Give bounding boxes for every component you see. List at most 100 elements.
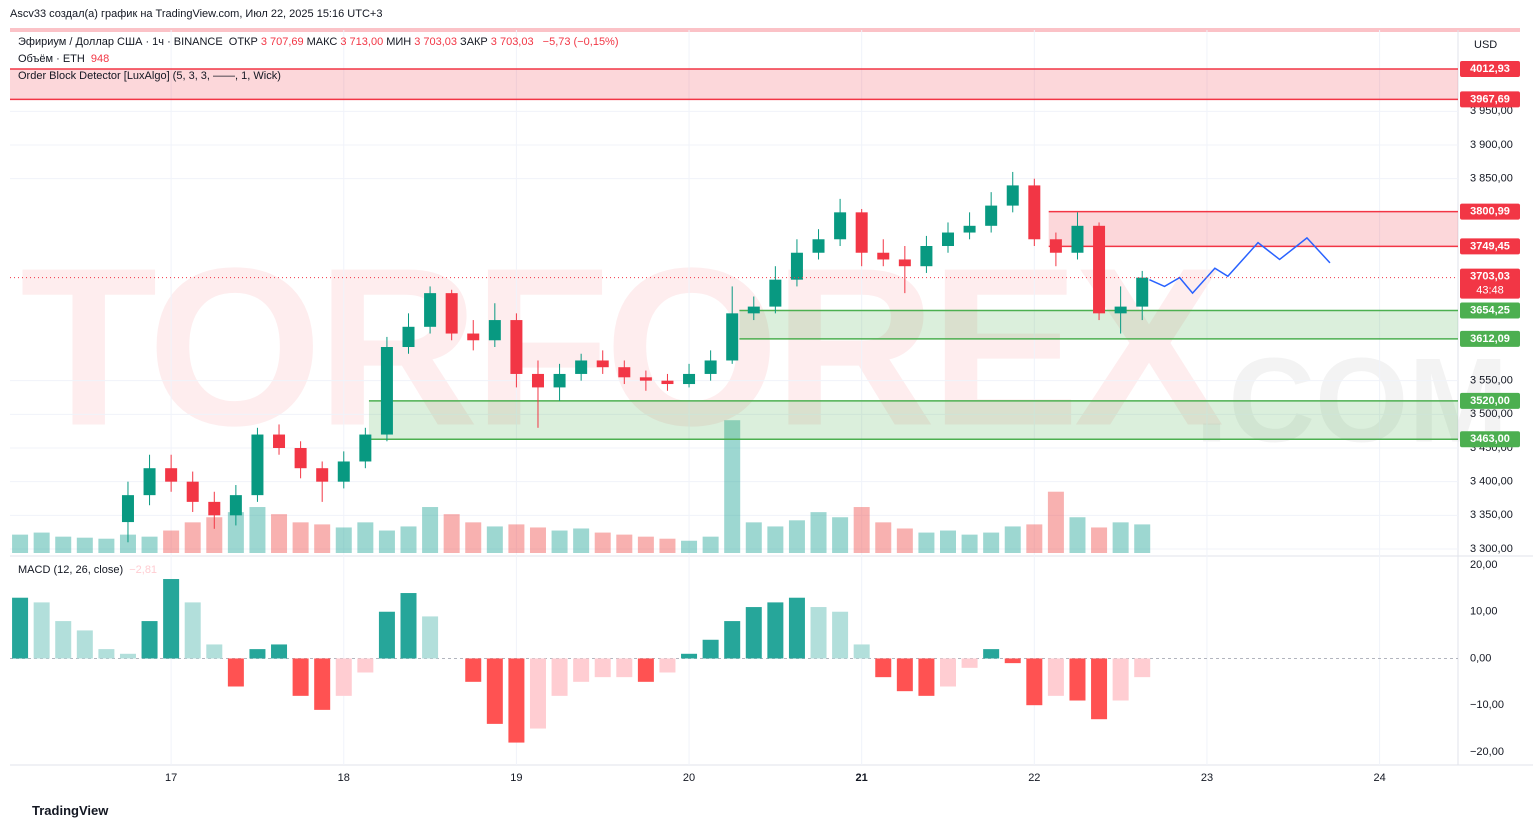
price-badge — [1460, 238, 1520, 255]
macd-bar — [249, 649, 266, 659]
candle-body — [488, 320, 501, 341]
ohlc-value: 3 703,03 — [414, 36, 458, 48]
candle-body — [855, 212, 868, 253]
candle-body — [639, 377, 652, 381]
volume-bar — [249, 507, 266, 553]
candle-body — [402, 326, 415, 348]
candle-body — [510, 320, 523, 374]
volume-bar — [1069, 517, 1086, 553]
volume-bar — [12, 534, 29, 553]
symbol: Эфириум / Доллар США · 1ч · BINANCE — [18, 36, 223, 48]
price-badge-label: 3749,45 — [1470, 240, 1510, 252]
macd-bar — [767, 602, 784, 659]
macd-bar — [508, 658, 525, 743]
volume-bar — [681, 540, 698, 553]
volume-bar — [119, 534, 136, 553]
macd-bar — [594, 658, 611, 678]
candle-body — [941, 232, 954, 247]
last-price-label: 3703,03 — [1470, 271, 1510, 283]
candle-body — [769, 279, 782, 307]
y-tick-label: 3 400,00 — [1470, 476, 1513, 488]
candle-body — [1136, 277, 1149, 307]
volume-bar — [659, 538, 676, 553]
y-tick-label: 3 950,00 — [1470, 105, 1513, 117]
ohlc-key: ЗАКР — [460, 36, 488, 48]
x-tick-label: 17 — [165, 772, 177, 784]
x-tick-label: 19 — [510, 772, 522, 784]
price-badge-label: 3463,00 — [1470, 433, 1510, 445]
candle-body — [985, 205, 998, 226]
macd-bar — [1091, 658, 1108, 720]
macd-bar — [55, 621, 72, 659]
volume-bar — [983, 532, 1000, 553]
volume-bar — [810, 512, 827, 553]
price-badge-label: 3612,09 — [1470, 333, 1510, 345]
macd-bar — [810, 607, 827, 659]
volume-bar — [767, 526, 784, 553]
volume-bar — [724, 420, 741, 553]
candle-body — [165, 468, 178, 482]
y-tick-label: 3 900,00 — [1470, 139, 1513, 151]
ohlc-key: МАКС — [306, 36, 338, 48]
top-band — [10, 28, 1520, 32]
volume-bar — [1026, 524, 1043, 553]
price-badge — [1460, 203, 1520, 220]
price-badge-label: 3654,25 — [1470, 304, 1510, 316]
candle-body — [121, 495, 134, 523]
macd-bar — [141, 621, 158, 659]
candle-body — [747, 306, 760, 314]
candle-body — [661, 380, 674, 385]
macd-bar — [983, 649, 1000, 659]
x-tick-label: 21 — [856, 772, 868, 784]
price-badge-label: 4012,93 — [1470, 63, 1510, 75]
price-badge — [1460, 431, 1520, 448]
macd-bar — [335, 658, 352, 696]
price-badge — [1460, 392, 1520, 409]
y-tick-label: 3 500,00 — [1470, 408, 1513, 420]
ohlc-key: МИН — [386, 36, 412, 48]
price-badge-label: 3800,99 — [1470, 206, 1510, 218]
macd-bar — [637, 658, 654, 682]
price-badge — [1460, 268, 1520, 299]
macd-bar — [271, 644, 288, 659]
macd-bar — [1047, 658, 1064, 696]
macd-bar — [745, 607, 762, 659]
candle-body — [531, 373, 544, 388]
candle-body — [424, 293, 437, 327]
macd-bar — [400, 593, 417, 659]
macd-bar — [918, 658, 935, 696]
volume-bar — [788, 520, 805, 553]
volume-bar — [98, 538, 115, 553]
volume-bar — [616, 534, 633, 553]
volume-value: 948 — [90, 53, 110, 65]
volume-bar — [271, 514, 288, 553]
macd-value: −2,81 — [129, 564, 158, 576]
candle-body — [596, 360, 609, 368]
macd-title: MACD (12, 26, close) — [18, 564, 124, 576]
candle-body — [273, 434, 286, 449]
macd-bar — [98, 649, 115, 659]
volume-bar — [357, 522, 374, 553]
volume-bar — [378, 530, 395, 553]
y-tick-label: 3 300,00 — [1470, 543, 1513, 555]
volume-bar — [1004, 526, 1021, 553]
macd-bar — [206, 644, 223, 659]
y-tick-label: 0,00 — [1470, 652, 1491, 664]
candle-body — [834, 212, 847, 240]
volume-bar — [1134, 524, 1151, 553]
y-tick-label: −20,00 — [1470, 746, 1504, 758]
volume-bar — [314, 524, 331, 553]
volume-legend: Объём · ETH 948 — [18, 53, 112, 65]
candle-body — [704, 360, 717, 374]
macd-bar — [12, 597, 29, 659]
volume-bar — [508, 524, 525, 553]
y-tick-label: 3 850,00 — [1470, 173, 1513, 185]
volume-bar — [637, 536, 654, 553]
candle-body — [467, 333, 480, 341]
macd-bar — [702, 639, 719, 659]
candle-body — [1006, 185, 1019, 206]
macd-bar — [724, 621, 741, 659]
candle-body — [380, 347, 393, 435]
macd-bar — [486, 658, 503, 724]
volume-bar — [918, 532, 935, 553]
